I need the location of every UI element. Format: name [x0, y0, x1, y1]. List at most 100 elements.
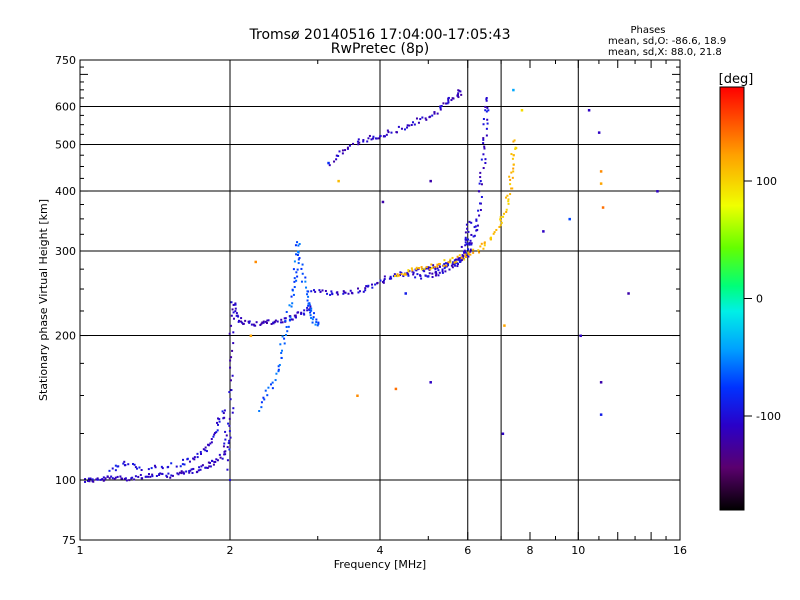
data-point — [455, 260, 458, 263]
data-point — [482, 118, 485, 121]
data-point — [346, 147, 349, 150]
data-point — [438, 271, 441, 274]
data-point — [434, 271, 437, 274]
data-point — [250, 323, 253, 326]
data-point — [113, 477, 116, 480]
data-point — [169, 476, 172, 479]
data-point — [374, 137, 377, 140]
data-point — [502, 215, 505, 218]
data-point — [232, 342, 235, 345]
data-point — [308, 303, 311, 306]
data-point — [229, 479, 231, 482]
data-point — [454, 264, 457, 267]
data-point — [266, 394, 269, 397]
x-axis-label: Frequency [MHz] — [334, 558, 426, 571]
data-point — [137, 475, 140, 478]
data-point — [295, 279, 298, 282]
data-point — [167, 472, 170, 475]
data-point — [319, 290, 322, 293]
data-point — [451, 256, 454, 259]
data-point — [201, 464, 204, 467]
data-point — [275, 372, 278, 375]
data-point — [395, 274, 398, 277]
data-point — [480, 195, 483, 198]
isolated-point — [656, 190, 659, 193]
data-point — [304, 280, 307, 283]
data-point — [370, 138, 373, 141]
data-point — [288, 315, 291, 318]
data-point — [134, 475, 137, 478]
isolated-point — [501, 432, 505, 436]
data-point — [110, 475, 113, 478]
data-point — [210, 438, 213, 441]
data-point — [195, 471, 198, 474]
data-point — [294, 314, 297, 317]
data-point — [202, 448, 205, 451]
data-point — [260, 406, 263, 409]
data-point — [492, 232, 495, 235]
data-point — [407, 273, 410, 276]
data-point — [464, 236, 467, 239]
data-point — [512, 140, 515, 143]
data-point — [175, 465, 178, 468]
data-point — [277, 368, 280, 371]
x-tick-label: 6 — [464, 544, 471, 557]
data-point — [280, 356, 283, 359]
data-point — [435, 272, 438, 275]
data-point — [213, 433, 216, 436]
data-point — [188, 460, 191, 463]
data-point — [281, 335, 284, 338]
data-point — [472, 248, 475, 251]
data-point — [412, 271, 415, 274]
data-point — [441, 268, 444, 271]
data-point — [343, 291, 346, 294]
data-point — [393, 273, 396, 276]
data-point — [141, 477, 144, 480]
data-point — [512, 154, 515, 157]
data-point — [506, 194, 509, 197]
data-point — [104, 477, 107, 480]
data-point — [108, 469, 111, 472]
x-tick-label: 4 — [377, 544, 384, 557]
data-point — [198, 466, 201, 469]
data-point — [285, 310, 288, 313]
data-point — [458, 259, 461, 262]
data-point — [262, 396, 265, 399]
data-point — [342, 290, 345, 293]
data-point — [397, 274, 400, 277]
data-point — [400, 272, 403, 275]
data-point — [485, 110, 488, 113]
data-point — [314, 323, 317, 326]
data-point — [483, 147, 486, 150]
data-point — [365, 285, 368, 288]
data-point — [413, 123, 416, 126]
data-point — [293, 277, 296, 280]
data-point — [290, 295, 293, 298]
data-point — [480, 158, 483, 161]
data-point — [476, 228, 479, 231]
data-point — [297, 244, 300, 247]
data-point — [450, 99, 453, 102]
data-point — [458, 257, 461, 260]
data-point — [192, 467, 195, 470]
data-point — [512, 170, 515, 173]
data-point — [228, 424, 231, 427]
data-point — [468, 241, 471, 244]
data-point — [470, 243, 473, 246]
data-point — [277, 370, 280, 373]
data-point — [436, 267, 439, 270]
data-point — [238, 319, 241, 322]
data-point — [176, 472, 179, 475]
data-point — [224, 438, 227, 441]
data-point — [216, 459, 219, 462]
data-point — [358, 141, 361, 144]
isolated-point — [520, 109, 524, 112]
data-point — [383, 278, 386, 281]
data-point — [465, 243, 468, 246]
x-tick-label: 1 — [77, 544, 84, 557]
isolated-point — [381, 200, 385, 204]
data-point — [382, 135, 385, 138]
chart-subtitle: RwPretec (8p) — [331, 41, 429, 57]
data-point — [279, 343, 282, 346]
y-tick-label: 500 — [55, 139, 76, 152]
